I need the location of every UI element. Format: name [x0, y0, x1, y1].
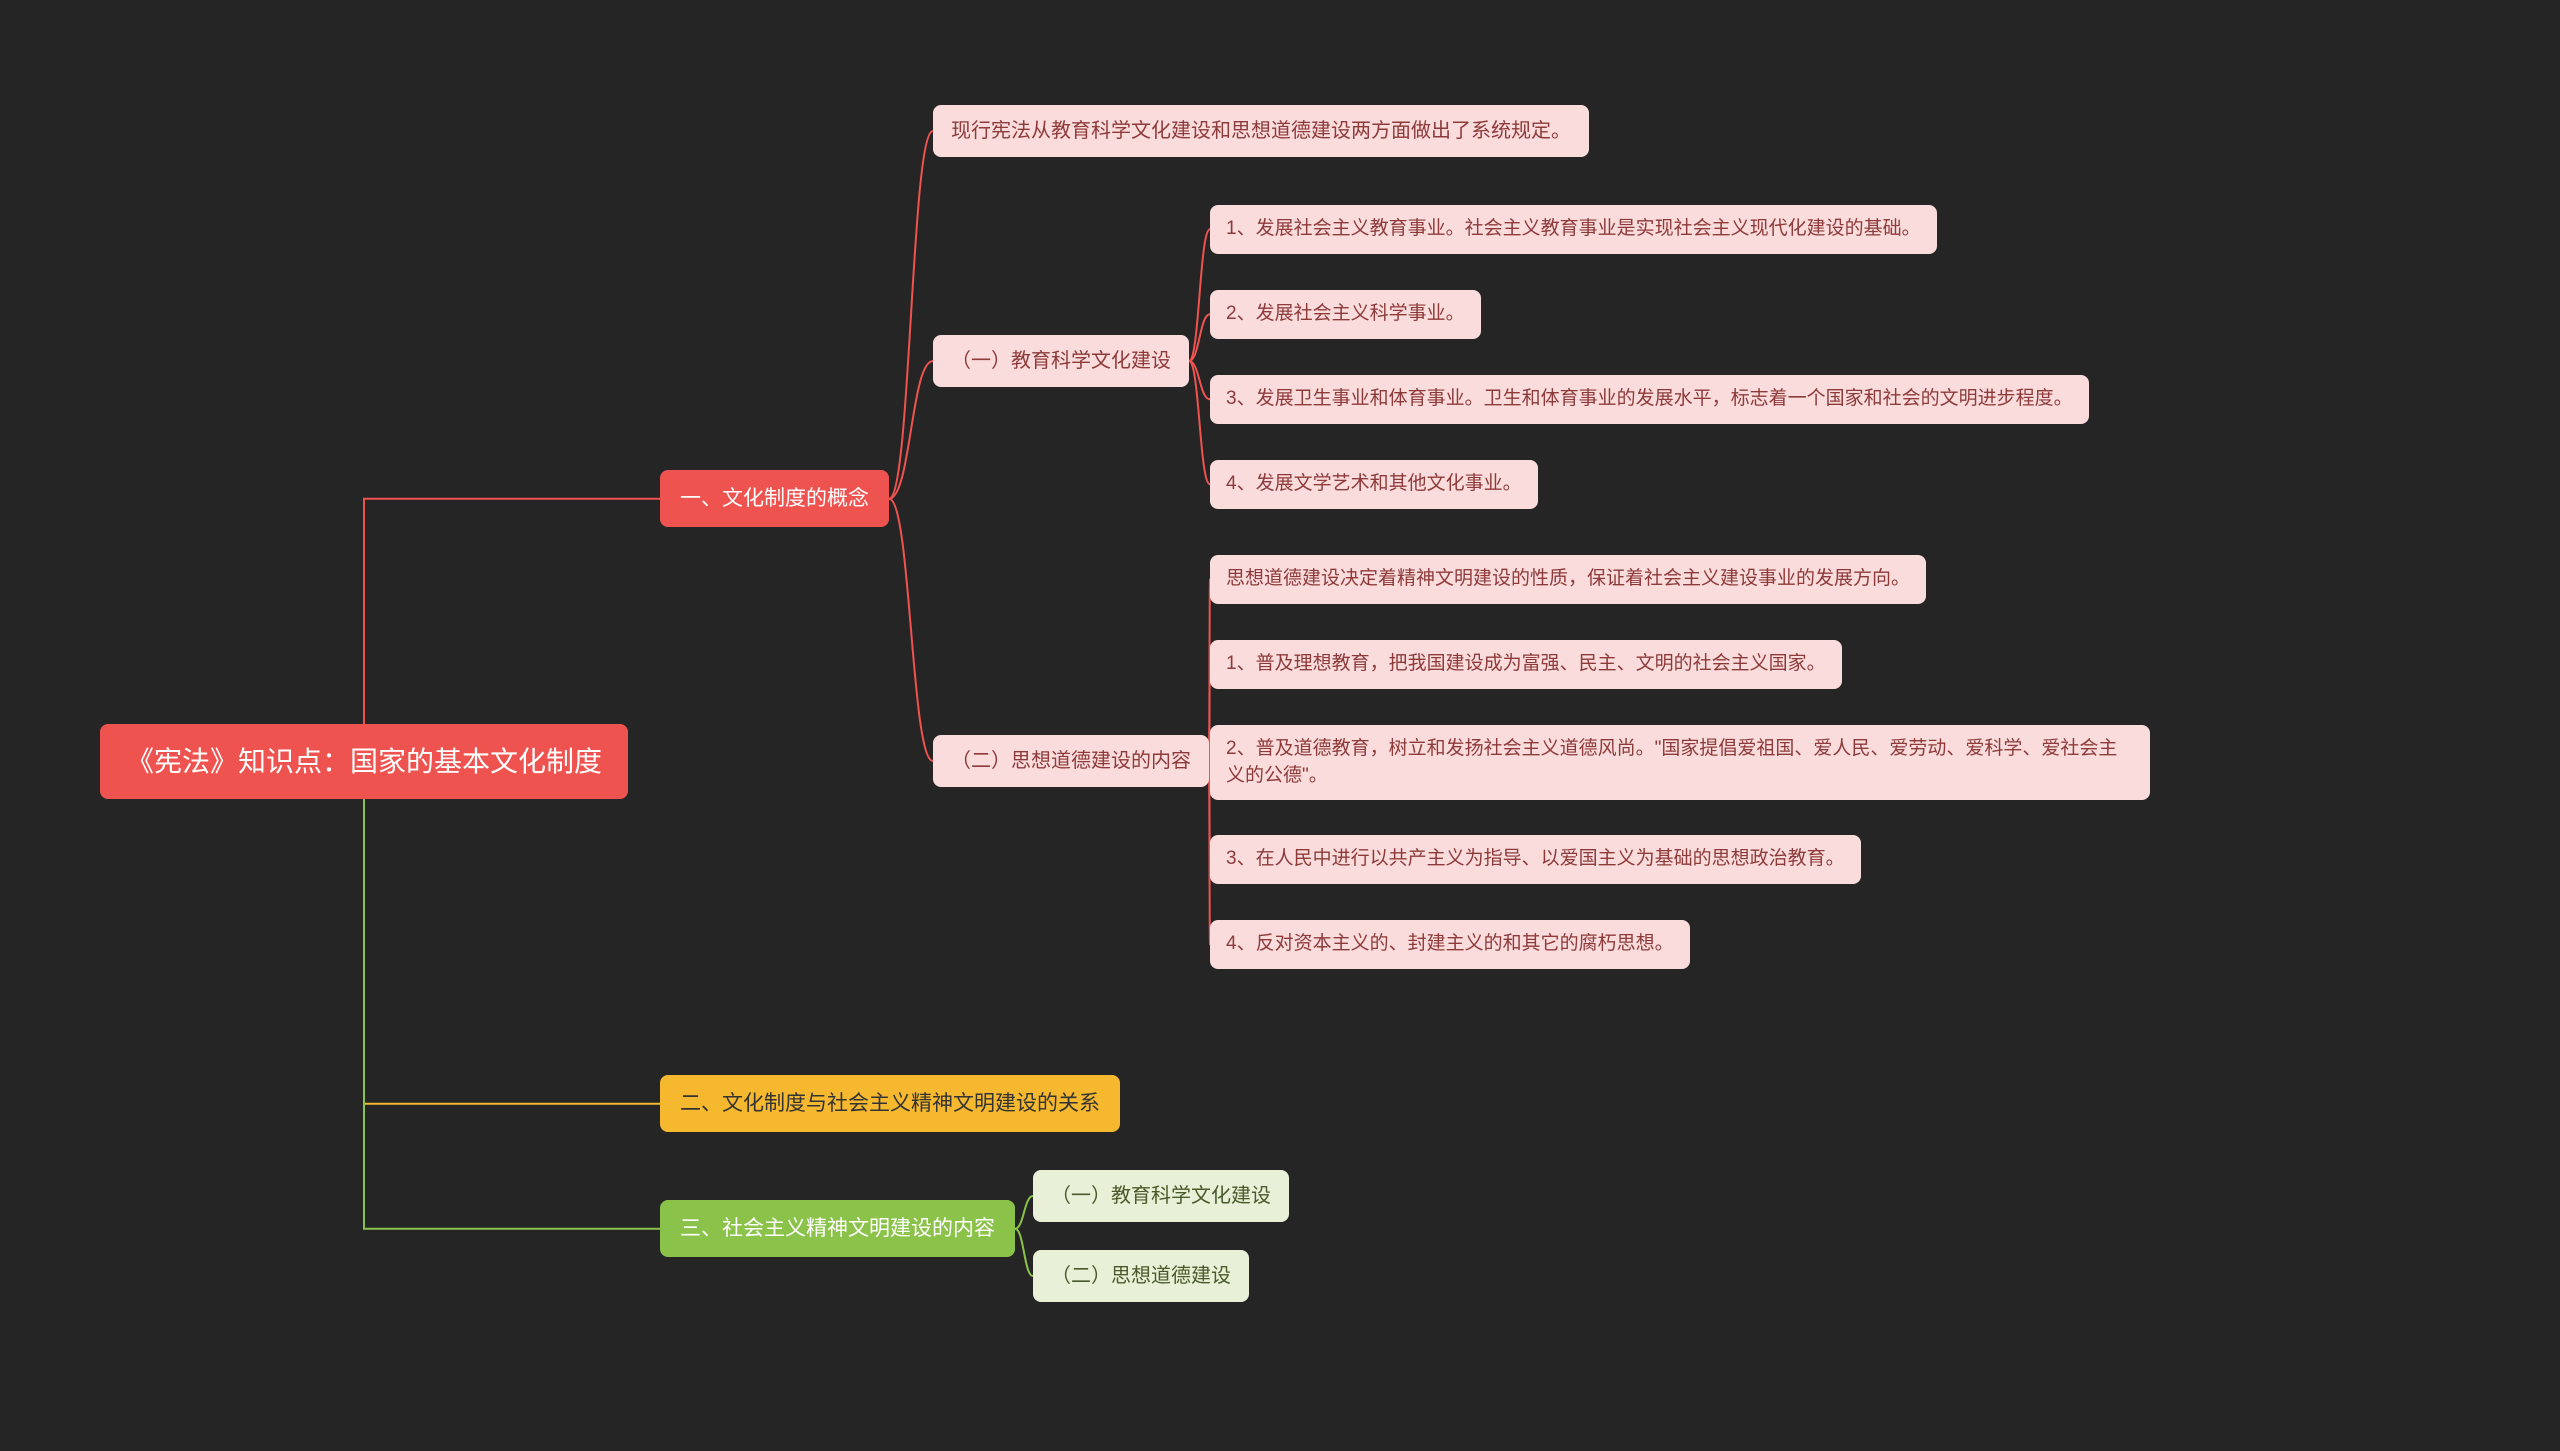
- leaf-edu-3[interactable]: 3、发展卫生事业和体育事业。卫生和体育事业的发展水平，标志着一个国家和社会的文明…: [1210, 375, 2089, 424]
- leaf-label: 1、发展社会主义教育事业。社会主义教育事业是实现社会主义现代化建设的基础。: [1226, 218, 1921, 239]
- leaf-label: 2、普及道德教育，树立和发扬社会主义道德风尚。"国家提倡爱祖国、爱人民、爱劳动、…: [1226, 738, 2117, 786]
- node-education-science-culture[interactable]: （一）教育科学文化建设: [933, 335, 1189, 387]
- node-label: （一）教育科学文化建设: [1051, 1185, 1271, 1207]
- node-b3-ideology[interactable]: （二）思想道德建设: [1033, 1250, 1249, 1302]
- leaf-moral-3[interactable]: 3、在人民中进行以共产主义为指导、以爱国主义为基础的思想政治教育。: [1210, 835, 1861, 884]
- branch-label: 二、文化制度与社会主义精神文明建设的关系: [680, 1092, 1100, 1115]
- leaf-moral-4[interactable]: 4、反对资本主义的、封建主义的和其它的腐朽思想。: [1210, 920, 1690, 969]
- leaf-moral-2[interactable]: 2、普及道德教育，树立和发扬社会主义道德风尚。"国家提倡爱祖国、爱人民、爱劳动、…: [1210, 725, 2150, 800]
- leaf-label: 1、普及理想教育，把我国建设成为富强、民主、文明的社会主义国家。: [1226, 653, 1826, 674]
- branch-label: 一、文化制度的概念: [680, 487, 869, 510]
- leaf-label: 3、在人民中进行以共产主义为指导、以爱国主义为基础的思想政治教育。: [1226, 848, 1845, 869]
- node-b3-education[interactable]: （一）教育科学文化建设: [1033, 1170, 1289, 1222]
- root-label: 《宪法》知识点：国家的基本文化制度: [126, 746, 602, 777]
- leaf-edu-1[interactable]: 1、发展社会主义教育事业。社会主义教育事业是实现社会主义现代化建设的基础。: [1210, 205, 1937, 254]
- leaf-label: 4、发展文学艺术和其他文化事业。: [1226, 473, 1522, 494]
- leaf-label: 4、反对资本主义的、封建主义的和其它的腐朽思想。: [1226, 933, 1674, 954]
- leaf-label: 2、发展社会主义科学事业。: [1226, 303, 1465, 324]
- node-label: （二）思想道德建设的内容: [951, 750, 1191, 772]
- branch-3-content[interactable]: 三、社会主义精神文明建设的内容: [660, 1200, 1015, 1257]
- leaf-moral-0[interactable]: 思想道德建设决定着精神文明建设的性质，保证着社会主义建设事业的发展方向。: [1210, 555, 1926, 604]
- leaf-edu-2[interactable]: 2、发展社会主义科学事业。: [1210, 290, 1481, 339]
- branch-2-relationship[interactable]: 二、文化制度与社会主义精神文明建设的关系: [660, 1075, 1120, 1132]
- node-label: （一）教育科学文化建设: [951, 350, 1171, 372]
- root-node[interactable]: 《宪法》知识点：国家的基本文化制度: [100, 724, 628, 799]
- node-ideology-morality[interactable]: （二）思想道德建设的内容: [933, 735, 1209, 787]
- leaf-label: 3、发展卫生事业和体育事业。卫生和体育事业的发展水平，标志着一个国家和社会的文明…: [1226, 388, 2073, 409]
- node-label: （二）思想道德建设: [1051, 1265, 1231, 1287]
- branch-1-concept[interactable]: 一、文化制度的概念: [660, 470, 889, 527]
- leaf-moral-1[interactable]: 1、普及理想教育，把我国建设成为富强、民主、文明的社会主义国家。: [1210, 640, 1842, 689]
- node-label: 现行宪法从教育科学文化建设和思想道德建设两方面做出了系统规定。: [951, 120, 1571, 142]
- leaf-label: 思想道德建设决定着精神文明建设的性质，保证着社会主义建设事业的发展方向。: [1226, 568, 1910, 589]
- node-constitution-rules[interactable]: 现行宪法从教育科学文化建设和思想道德建设两方面做出了系统规定。: [933, 105, 1589, 157]
- leaf-edu-4[interactable]: 4、发展文学艺术和其他文化事业。: [1210, 460, 1538, 509]
- branch-label: 三、社会主义精神文明建设的内容: [680, 1217, 995, 1240]
